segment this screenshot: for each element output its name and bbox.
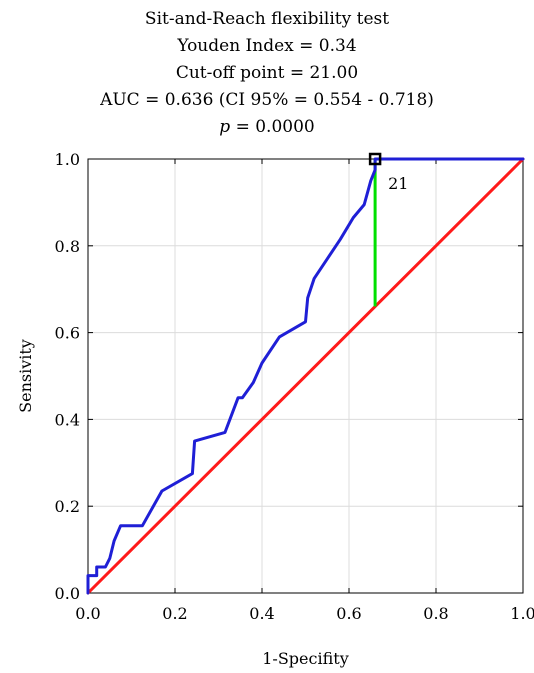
x-tick-label: 0.0 — [75, 604, 100, 623]
y-tick-label: 0.2 — [55, 497, 80, 516]
x-tick-label: 0.4 — [249, 604, 274, 623]
x-tick-label: 0.8 — [423, 604, 448, 623]
cutoff-point-label: Cut-off point = 21.00 — [175, 63, 359, 83]
y-tick-label: 1.0 — [55, 150, 80, 169]
x-axis-label: 1-Specifity — [262, 649, 348, 668]
youden-index-label: Youden Index = 0.34 — [177, 36, 357, 56]
y-tick-label: 0.0 — [55, 584, 80, 603]
p-value-text: = 0.0000 — [230, 117, 315, 137]
p-value-label: p = 0.0000 — [0, 114, 534, 141]
y-axis-label: Sensivity — [16, 339, 35, 413]
x-tick-label: 0.2 — [162, 604, 187, 623]
cutoff-marker — [368, 152, 382, 166]
plot-frame — [87, 158, 524, 594]
series-lines — [86, 157, 525, 595]
chart-title: Sit-and-Reach flexibility test — [144, 9, 390, 29]
x-tick-label: 1.0 — [510, 604, 534, 623]
chart-title-block: Sit-and-Reach flexibility test Youden In… — [0, 6, 534, 141]
roc-curve-line — [86, 157, 525, 595]
y-tick-label: 0.8 — [55, 237, 80, 256]
y-tick-label: 0.4 — [55, 410, 80, 429]
p-symbol: p — [219, 117, 231, 137]
reference-diagonal-line — [86, 157, 525, 595]
cutoff-marker-label: 21 — [388, 174, 408, 193]
x-tick-label: 0.6 — [336, 604, 361, 623]
y-tick-label: 0.6 — [55, 324, 80, 343]
cutoff-marker-group: 21 — [368, 152, 408, 193]
auc-label: AUC = 0.636 (CI 95% = 0.554 - 0.718) — [100, 90, 434, 110]
